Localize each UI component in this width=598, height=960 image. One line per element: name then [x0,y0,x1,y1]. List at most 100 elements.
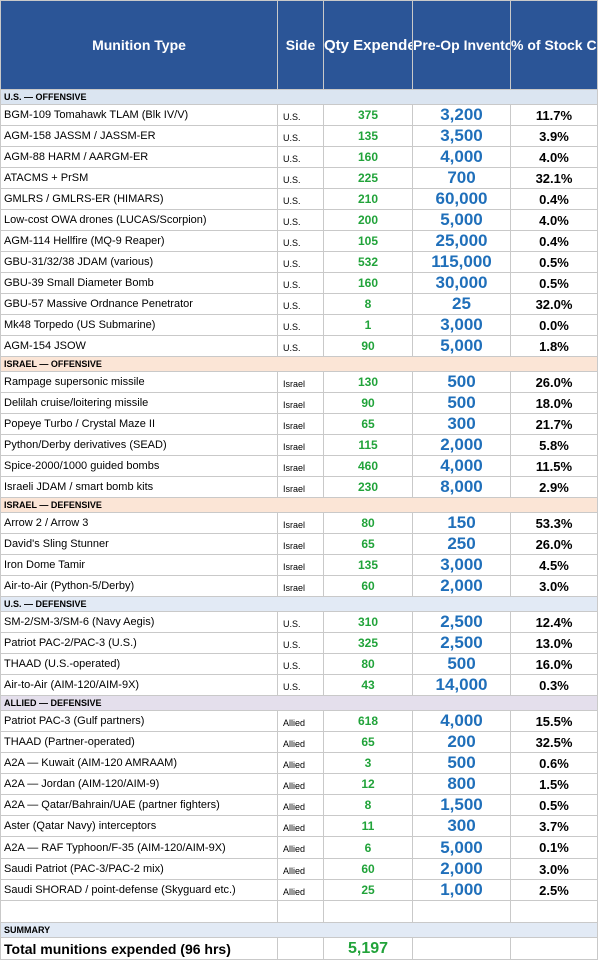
munition-name-cell[interactable]: Iron Dome Tamir [0,554,278,576]
side-cell[interactable]: U.S. [277,167,324,189]
qty-expended-cell[interactable]: 80 [323,653,413,675]
pct-consumed-cell[interactable]: 1.5% [510,773,598,795]
inventory-cell[interactable]: 5,000 [412,209,511,231]
side-cell[interactable]: Allied [277,752,324,774]
side-cell[interactable]: Israel [277,455,324,477]
qty-expended-cell[interactable]: 532 [323,251,413,273]
side-cell[interactable]: U.S. [277,146,324,168]
pct-consumed-cell[interactable]: 26.0% [510,371,598,393]
pct-consumed-cell[interactable]: 15.5% [510,710,598,732]
munition-name-cell[interactable]: Rampage supersonic missile [0,371,278,393]
side-cell[interactable]: U.S. [277,674,324,696]
qty-expended-cell[interactable]: 90 [323,335,413,357]
pct-consumed-cell[interactable]: 4.0% [510,146,598,168]
side-cell[interactable]: Israel [277,371,324,393]
pct-consumed-cell[interactable]: 16.0% [510,653,598,675]
qty-expended-cell[interactable]: 135 [323,125,413,147]
inventory-cell[interactable]: 3,200 [412,104,511,126]
empty-cell[interactable] [412,900,511,923]
pct-consumed-cell[interactable]: 12.4% [510,611,598,633]
qty-expended-cell[interactable]: 1 [323,314,413,336]
pct-consumed-cell[interactable]: 32.1% [510,167,598,189]
side-cell[interactable]: U.S. [277,251,324,273]
pct-consumed-cell[interactable]: 5.8% [510,434,598,456]
header-qty-expended[interactable]: Qty Expended (96 hr) [323,0,413,90]
pct-consumed-cell[interactable]: 13.0% [510,632,598,654]
qty-expended-cell[interactable]: 80 [323,512,413,534]
pct-consumed-cell[interactable]: 4.5% [510,554,598,576]
munition-name-cell[interactable]: GBU-57 Massive Ordnance Penetrator [0,293,278,315]
side-cell[interactable]: Israel [277,434,324,456]
inventory-cell[interactable]: 4,000 [412,455,511,477]
pct-consumed-cell[interactable]: 11.7% [510,104,598,126]
section-title[interactable]: U.S. — DEFENSIVE [0,596,598,612]
pct-consumed-cell[interactable]: 26.0% [510,533,598,555]
side-cell[interactable]: U.S. [277,632,324,654]
inventory-cell[interactable]: 3,000 [412,554,511,576]
munition-name-cell[interactable]: Saudi SHORAD / point-defense (Skyguard e… [0,879,278,901]
qty-expended-cell[interactable]: 210 [323,188,413,210]
munition-name-cell[interactable]: Israeli JDAM / smart bomb kits [0,476,278,498]
munition-name-cell[interactable]: Spice-2000/1000 guided bombs [0,455,278,477]
qty-expended-cell[interactable]: 105 [323,230,413,252]
header-pre-op-inventory[interactable]: Pre-Op Inventory [412,0,511,90]
pct-consumed-cell[interactable]: 0.4% [510,188,598,210]
inventory-cell[interactable]: 2,000 [412,858,511,880]
pct-consumed-cell[interactable]: 0.6% [510,752,598,774]
pct-consumed-cell[interactable]: 0.5% [510,794,598,816]
side-cell[interactable]: U.S. [277,611,324,633]
qty-expended-cell[interactable]: 230 [323,476,413,498]
side-cell[interactable]: Israel [277,533,324,555]
summary-title[interactable]: SUMMARY [0,922,598,938]
munition-name-cell[interactable]: Mk48 Torpedo (US Submarine) [0,314,278,336]
qty-expended-cell[interactable]: 65 [323,413,413,435]
inventory-cell[interactable]: 150 [412,512,511,534]
inventory-cell[interactable]: 2,500 [412,632,511,654]
qty-expended-cell[interactable]: 11 [323,815,413,837]
section-title[interactable]: ISRAEL — OFFENSIVE [0,356,598,372]
qty-expended-cell[interactable]: 310 [323,611,413,633]
qty-expended-cell[interactable]: 135 [323,554,413,576]
inventory-cell[interactable]: 250 [412,533,511,555]
inventory-cell[interactable]: 200 [412,731,511,753]
munition-name-cell[interactable]: Delilah cruise/loitering missile [0,392,278,414]
side-cell[interactable]: Allied [277,773,324,795]
qty-expended-cell[interactable]: 460 [323,455,413,477]
qty-expended-cell[interactable]: 6 [323,836,413,859]
pct-consumed-cell[interactable]: 32.5% [510,731,598,753]
munition-name-cell[interactable]: Python/Derby derivatives (SEAD) [0,434,278,456]
inventory-cell[interactable]: 8,000 [412,476,511,498]
munition-name-cell[interactable]: AGM-158 JASSM / JASSM-ER [0,125,278,147]
munition-name-cell[interactable]: Low-cost OWA drones (LUCAS/Scorpion) [0,209,278,231]
inventory-cell[interactable]: 4,000 [412,710,511,732]
munition-name-cell[interactable]: David's Sling Stunner [0,533,278,555]
munition-name-cell[interactable]: Patriot PAC-2/PAC-3 (U.S.) [0,632,278,654]
pct-consumed-cell[interactable]: 3.0% [510,575,598,597]
qty-expended-cell[interactable]: 8 [323,794,413,816]
pct-consumed-cell[interactable]: 0.1% [510,836,598,859]
total-value[interactable]: 5,197 [323,937,413,960]
side-cell[interactable]: U.S. [277,653,324,675]
pct-consumed-cell[interactable]: 53.3% [510,512,598,534]
empty-cell[interactable] [0,900,278,923]
side-cell[interactable]: Israel [277,413,324,435]
pct-consumed-cell[interactable]: 3.7% [510,815,598,837]
pct-consumed-cell[interactable]: 3.0% [510,858,598,880]
munition-name-cell[interactable]: A2A — Jordan (AIM-120/AIM-9) [0,773,278,795]
qty-expended-cell[interactable]: 12 [323,773,413,795]
qty-expended-cell[interactable]: 60 [323,858,413,880]
side-cell[interactable]: Allied [277,731,324,753]
pct-consumed-cell[interactable]: 2.9% [510,476,598,498]
side-cell[interactable]: Israel [277,476,324,498]
inventory-cell[interactable]: 30,000 [412,272,511,294]
inventory-cell[interactable]: 300 [412,413,511,435]
inventory-cell[interactable]: 500 [412,653,511,675]
inventory-cell[interactable]: 1,000 [412,879,511,901]
inventory-cell[interactable]: 3,000 [412,314,511,336]
side-cell[interactable]: U.S. [277,188,324,210]
inventory-cell[interactable]: 14,000 [412,674,511,696]
inventory-cell[interactable]: 25 [412,293,511,315]
side-cell[interactable]: Israel [277,554,324,576]
munition-name-cell[interactable]: GBU-39 Small Diameter Bomb [0,272,278,294]
inventory-cell[interactable]: 700 [412,167,511,189]
